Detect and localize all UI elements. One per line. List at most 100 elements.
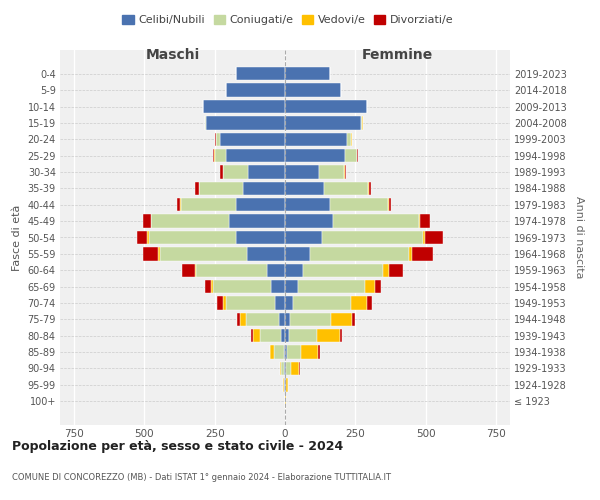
Bar — [331, 312, 352, 326]
Bar — [213, 280, 271, 293]
Bar — [196, 264, 267, 277]
Bar — [285, 100, 367, 113]
Bar — [243, 182, 285, 195]
Bar — [205, 280, 211, 293]
Bar — [236, 198, 285, 211]
Bar — [325, 182, 368, 195]
Bar — [289, 329, 317, 342]
Bar — [317, 329, 340, 342]
Bar — [303, 264, 383, 277]
Bar — [245, 312, 280, 326]
Bar — [287, 346, 301, 359]
Bar — [260, 329, 281, 342]
Bar — [425, 231, 443, 244]
Bar — [285, 264, 303, 277]
Bar — [412, 247, 433, 260]
Bar — [151, 214, 229, 228]
Bar — [340, 329, 342, 342]
Bar — [298, 280, 365, 293]
Bar — [211, 280, 213, 293]
Bar — [158, 247, 160, 260]
Bar — [180, 198, 181, 211]
Bar — [280, 312, 285, 326]
Bar — [236, 67, 285, 80]
Bar — [216, 132, 220, 146]
Bar — [182, 264, 195, 277]
Bar — [352, 312, 355, 326]
Bar — [229, 214, 285, 228]
Bar — [143, 247, 158, 260]
Bar — [368, 182, 371, 195]
Bar — [284, 346, 285, 359]
Y-axis label: Fasce di età: Fasce di età — [12, 204, 22, 270]
Bar — [375, 280, 380, 293]
Bar — [215, 149, 226, 162]
Bar — [147, 231, 149, 244]
Legend: Celibi/Nubili, Coniugati/e, Vedovi/e, Divorziati/e: Celibi/Nubili, Coniugati/e, Vedovi/e, Di… — [118, 10, 458, 30]
Bar — [195, 264, 196, 277]
Bar — [281, 362, 284, 375]
Bar — [226, 149, 285, 162]
Bar — [203, 100, 285, 113]
Bar — [280, 362, 281, 375]
Bar — [226, 296, 275, 310]
Bar — [419, 214, 420, 228]
Bar — [137, 231, 147, 244]
Bar — [223, 296, 226, 310]
Bar — [423, 231, 425, 244]
Bar — [213, 149, 214, 162]
Bar — [236, 231, 285, 244]
Bar — [286, 362, 290, 375]
Bar — [389, 264, 403, 277]
Bar — [285, 247, 310, 260]
Bar — [290, 312, 331, 326]
Bar — [285, 231, 322, 244]
Bar — [285, 132, 347, 146]
Bar — [248, 166, 285, 178]
Bar — [274, 346, 284, 359]
Bar — [199, 182, 243, 195]
Bar — [177, 198, 180, 211]
Bar — [389, 198, 391, 211]
Bar — [301, 346, 318, 359]
Bar — [319, 166, 344, 178]
Bar — [285, 329, 289, 342]
Bar — [223, 166, 248, 178]
Y-axis label: Anni di nascita: Anni di nascita — [574, 196, 584, 279]
Bar — [420, 214, 430, 228]
Bar — [285, 362, 286, 375]
Bar — [181, 198, 236, 211]
Bar — [220, 166, 223, 178]
Bar — [409, 247, 412, 260]
Bar — [285, 67, 330, 80]
Bar — [226, 84, 285, 97]
Bar — [160, 247, 247, 260]
Bar — [251, 329, 253, 342]
Bar — [206, 116, 285, 130]
Bar — [217, 296, 223, 310]
Text: COMUNE DI CONCOREZZO (MB) - Dati ISTAT 1° gennaio 2024 - Elaborazione TUTTITALIA: COMUNE DI CONCOREZZO (MB) - Dati ISTAT 1… — [12, 473, 391, 482]
Bar — [290, 362, 299, 375]
Bar — [322, 231, 423, 244]
Bar — [237, 312, 240, 326]
Bar — [346, 149, 357, 162]
Bar — [365, 280, 375, 293]
Bar — [220, 132, 285, 146]
Bar — [285, 198, 330, 211]
Bar — [351, 296, 367, 310]
Bar — [149, 231, 236, 244]
Bar — [344, 166, 346, 178]
Bar — [286, 378, 289, 392]
Text: Popolazione per età, sesso e stato civile - 2024: Popolazione per età, sesso e stato civil… — [12, 440, 343, 453]
Bar — [240, 312, 245, 326]
Bar — [285, 166, 319, 178]
Bar — [388, 198, 389, 211]
Bar — [361, 116, 362, 130]
Bar — [269, 346, 274, 359]
Bar — [285, 149, 346, 162]
Bar — [247, 247, 285, 260]
Bar — [285, 214, 333, 228]
Bar — [285, 346, 287, 359]
Bar — [253, 329, 260, 342]
Bar — [285, 116, 361, 130]
